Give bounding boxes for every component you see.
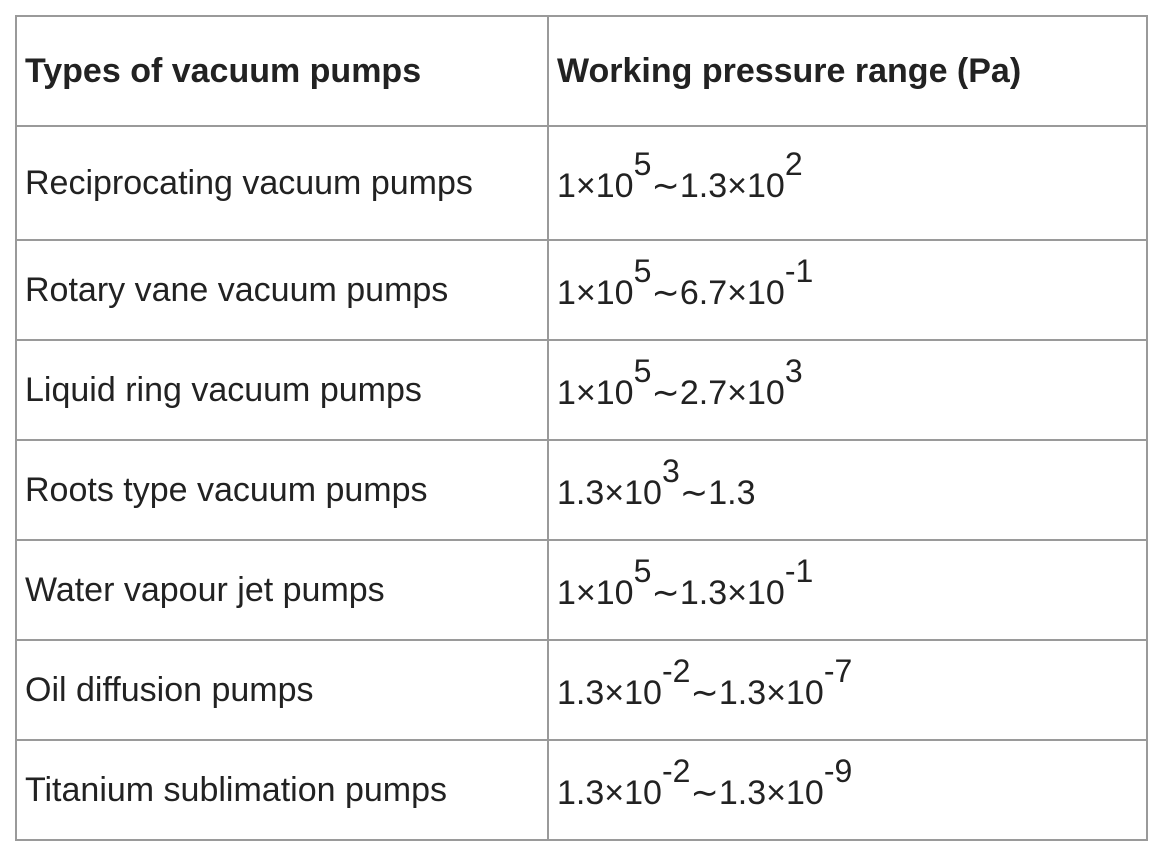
range-text: ∼1.3×10 [651,574,785,612]
range-text: 1×10 [557,374,634,412]
table-row: Roots type vacuum pumps 1.3×103∼1.3 [15,439,1148,541]
table-row: Liquid ring vacuum pumps 1×105∼2.7×103 [15,339,1148,441]
pressure-range: 1×105∼6.7×10-1 [547,239,1148,341]
table-row: Oil diffusion pumps 1.3×10-2∼1.3×10-7 [15,639,1148,741]
exponent: 5 [633,253,652,289]
table-row: Rotary vane vacuum pumps 1×105∼6.7×10-1 [15,239,1148,341]
exponent: 2 [784,146,803,182]
exponent: -1 [784,553,814,589]
table-body: Reciprocating vacuum pumps 1×105∼1.3×102 R… [15,125,1148,841]
range-text: 1×10 [557,274,634,312]
range-text: 1×10 [557,574,634,612]
range-text: ∼1.3×10 [690,674,824,712]
range-text: ∼6.7×10 [651,274,785,312]
table-row: Reciprocating vacuum pumps 1×105∼1.3×102 [15,125,1148,241]
header-cell: Types of vacuum pumps [15,15,549,127]
pump-type: Roots type vacuum pumps [15,439,549,541]
exponent: -9 [823,753,853,789]
pump-type: Rotary vane vacuum pumps [15,239,549,341]
table-head: Types of vacuum pumps Working pressure r… [15,15,1148,127]
pressure-range: 1.3×10-2∼1.3×10-9 [547,739,1148,841]
range-text: 1.3×10 [557,474,662,512]
range-text: 1.3×10 [557,774,662,812]
pump-type: Titanium sublimation pumps [15,739,549,841]
pump-type: Oil diffusion pumps [15,639,549,741]
table-row: Titanium sublimation pumps 1.3×10-2∼1.3×1… [15,739,1148,841]
header-row: Types of vacuum pumps Working pressure r… [15,15,1148,127]
range-text: ∼2.7×10 [651,374,785,412]
exponent: 5 [633,146,652,182]
page: {"table": { "header": ["Types of vacuum … [15,15,1148,841]
pressure-range: 1×105∼1.3×10-1 [547,539,1148,641]
exponent: 3 [784,353,803,389]
pump-table: Types of vacuum pumps Working pressure r… [15,15,1148,841]
exponent: -2 [661,653,691,689]
exponent: 3 [661,453,680,489]
pump-type: Liquid ring vacuum pumps [15,339,549,441]
range-text: 1×10 [557,167,634,205]
pressure-range: 1×105∼1.3×102 [547,125,1148,241]
pressure-range: 1.3×103∼1.3 [547,439,1148,541]
exponent: 5 [633,553,652,589]
exponent: -2 [661,753,691,789]
pressure-range: 1.3×10-2∼1.3×10-7 [547,639,1148,741]
header-cell: Working pressure range (Pa) [547,15,1148,127]
range-text: ∼1.3×10 [690,774,824,812]
pump-type: Water vapour jet pumps [15,539,549,641]
pump-type: Reciprocating vacuum pumps [15,125,549,241]
exponent: -1 [784,253,814,289]
pressure-range: 1×105∼2.7×103 [547,339,1148,441]
table-row: Water vapour jet pumps 1×105∼1.3×10-1 [15,539,1148,641]
range-text: ∼1.3×10 [651,167,785,205]
exponent: -7 [823,653,853,689]
range-text: ∼1.3 [679,474,756,512]
range-text: 1.3×10 [557,674,662,712]
exponent: 5 [633,353,652,389]
